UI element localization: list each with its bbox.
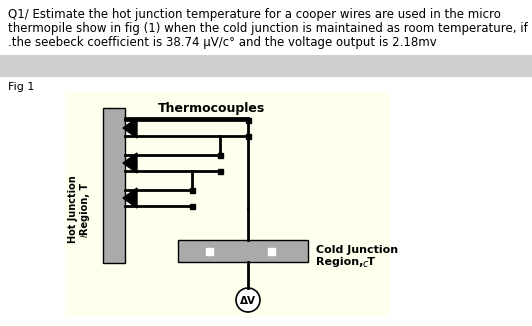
Text: Fig 1: Fig 1 — [8, 82, 35, 92]
Circle shape — [236, 288, 260, 312]
Bar — [246, 118, 251, 123]
Bar — [103, 108, 125, 263]
Bar — [246, 134, 251, 139]
Text: Thermocouples: Thermocouples — [157, 102, 265, 115]
Text: Hot Junction
Region, T: Hot Junction Region, T — [68, 175, 90, 243]
Text: Q1/ Estimate the hot junction temperature for a cooper wires are used in the mic: Q1/ Estimate the hot junction temperatur… — [8, 8, 501, 21]
Bar — [218, 169, 223, 174]
Bar — [218, 153, 223, 158]
Text: .the seebeck coefficient is 38.74 μV/c° and the voltage output is 2.18mv: .the seebeck coefficient is 38.74 μV/c° … — [8, 36, 437, 49]
Polygon shape — [123, 188, 137, 208]
Polygon shape — [123, 153, 137, 173]
Text: h: h — [80, 231, 89, 237]
Text: c: c — [363, 259, 368, 269]
Text: thermopile show in fig (1) when the cold junction is maintained as room temperat: thermopile show in fig (1) when the cold… — [8, 22, 528, 35]
Bar — [190, 204, 195, 209]
Bar — [0, 55, 532, 77]
Bar — [178, 240, 308, 262]
Bar — [206, 248, 213, 255]
Bar — [268, 248, 275, 255]
Text: ΔV: ΔV — [240, 296, 256, 306]
Bar — [65, 92, 390, 316]
Bar — [190, 188, 195, 193]
Text: Cold Junction
Region, T: Cold Junction Region, T — [316, 245, 398, 267]
Polygon shape — [123, 118, 137, 138]
